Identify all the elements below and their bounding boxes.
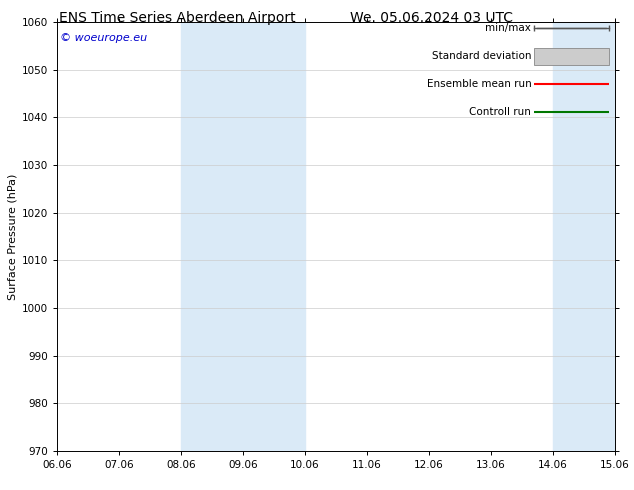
Text: ENS Time Series Aberdeen Airport: ENS Time Series Aberdeen Airport xyxy=(59,11,296,25)
Bar xyxy=(181,22,305,451)
Text: We. 05.06.2024 03 UTC: We. 05.06.2024 03 UTC xyxy=(349,11,513,25)
Text: Controll run: Controll run xyxy=(469,107,531,117)
Text: Standard deviation: Standard deviation xyxy=(432,51,531,61)
Text: © woeurope.eu: © woeurope.eu xyxy=(60,33,147,43)
Text: Ensemble mean run: Ensemble mean run xyxy=(427,79,531,89)
Bar xyxy=(553,22,615,451)
Y-axis label: Surface Pressure (hPa): Surface Pressure (hPa) xyxy=(8,173,18,299)
Bar xyxy=(534,48,609,65)
Text: min/max: min/max xyxy=(486,24,531,33)
